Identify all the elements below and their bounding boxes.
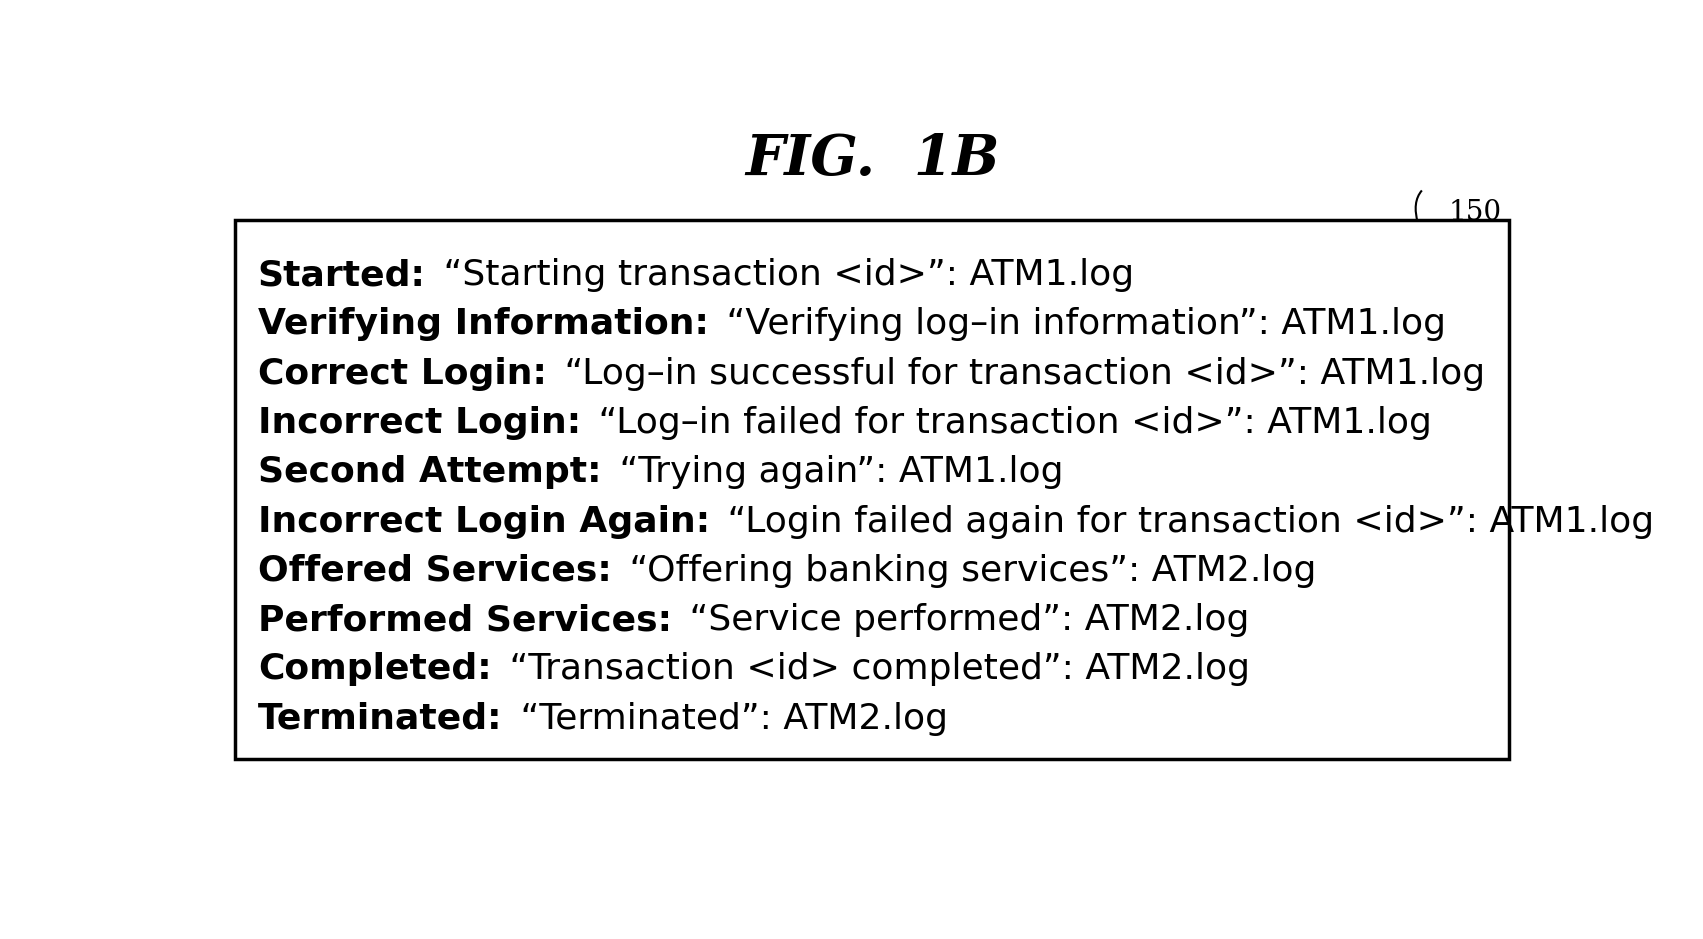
Text: Started:: Started: [257, 258, 426, 292]
Text: Performed Services:: Performed Services: [257, 603, 671, 637]
Text: “Terminated”: ATM2.log: “Terminated”: ATM2.log [509, 701, 947, 735]
Text: Second Attempt:: Second Attempt: [257, 455, 601, 489]
Text: FIG.  1B: FIG. 1B [746, 132, 1000, 187]
Text: “Starting transaction <id>”: ATM1.log: “Starting transaction <id>”: ATM1.log [433, 258, 1134, 292]
Text: “Service performed”: ATM2.log: “Service performed”: ATM2.log [678, 603, 1250, 637]
Text: “Login failed again for transaction <id>”: ATM1.log: “Login failed again for transaction <id>… [717, 504, 1654, 539]
Text: Completed:: Completed: [257, 653, 492, 686]
Bar [235, 220, 1509, 759]
Text: “Log–in failed for transaction <id>”: ATM1.log: “Log–in failed for transaction <id>”: AT… [588, 406, 1432, 440]
Text: Terminated:: Terminated: [257, 701, 502, 735]
Text: “Verifying log–in information”: ATM1.log: “Verifying log–in information”: ATM1.log [715, 307, 1446, 342]
Text: Verifying Information:: Verifying Information: [257, 307, 708, 342]
Text: Incorrect Login Again:: Incorrect Login Again: [257, 504, 710, 539]
Text: “Transaction <id> completed”: ATM2.log: “Transaction <id> completed”: ATM2.log [497, 653, 1250, 686]
Text: Correct Login:: Correct Login: [257, 357, 547, 391]
Text: “Trying again”: ATM1.log: “Trying again”: ATM1.log [608, 455, 1063, 489]
Text: “Offering banking services”: ATM2.log: “Offering banking services”: ATM2.log [618, 554, 1316, 588]
Text: Offered Services:: Offered Services: [257, 554, 611, 588]
Text: “Log–in successful for transaction <id>”: ATM1.log: “Log–in successful for transaction <id>”… [553, 357, 1485, 391]
Text: Incorrect Login:: Incorrect Login: [257, 406, 581, 440]
Text: 150: 150 [1449, 198, 1502, 225]
